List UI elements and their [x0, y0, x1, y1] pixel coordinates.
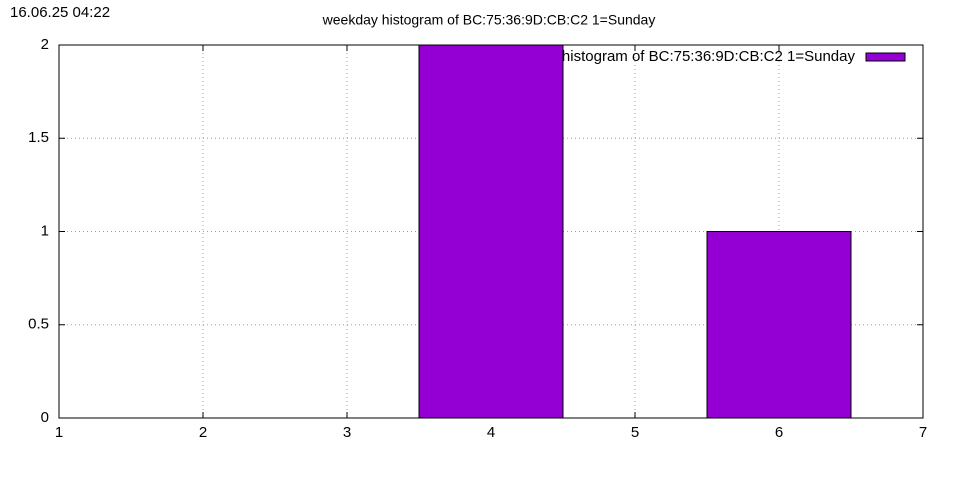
chart-title: weekday histogram of BC:75:36:9D:CB:C2 1… [322, 12, 656, 28]
x-tick-label: 1 [55, 424, 63, 441]
legend-swatch [865, 52, 906, 62]
legend-label: weekday histogram of BC:75:36:9D:CB:C2 1… [498, 48, 856, 65]
x-tick-label: 6 [775, 424, 783, 441]
y-tick-label: 1.5 [28, 129, 49, 146]
x-tick-label: 4 [487, 424, 495, 441]
plot-border [58, 44, 924, 419]
bar [706, 231, 852, 419]
x-tick-label: 7 [919, 424, 927, 441]
y-tick-label: 0 [41, 409, 49, 426]
x-tick-label: 3 [343, 424, 351, 441]
y-tick-label: 0.5 [28, 316, 49, 333]
y-tick-label: 1 [41, 222, 49, 239]
x-tick-label: 5 [631, 424, 639, 441]
y-tick-label: 2 [41, 36, 49, 53]
timestamp: 16.06.25 04:22 [10, 4, 110, 21]
x-tick-label: 2 [199, 424, 207, 441]
bar [418, 44, 564, 419]
